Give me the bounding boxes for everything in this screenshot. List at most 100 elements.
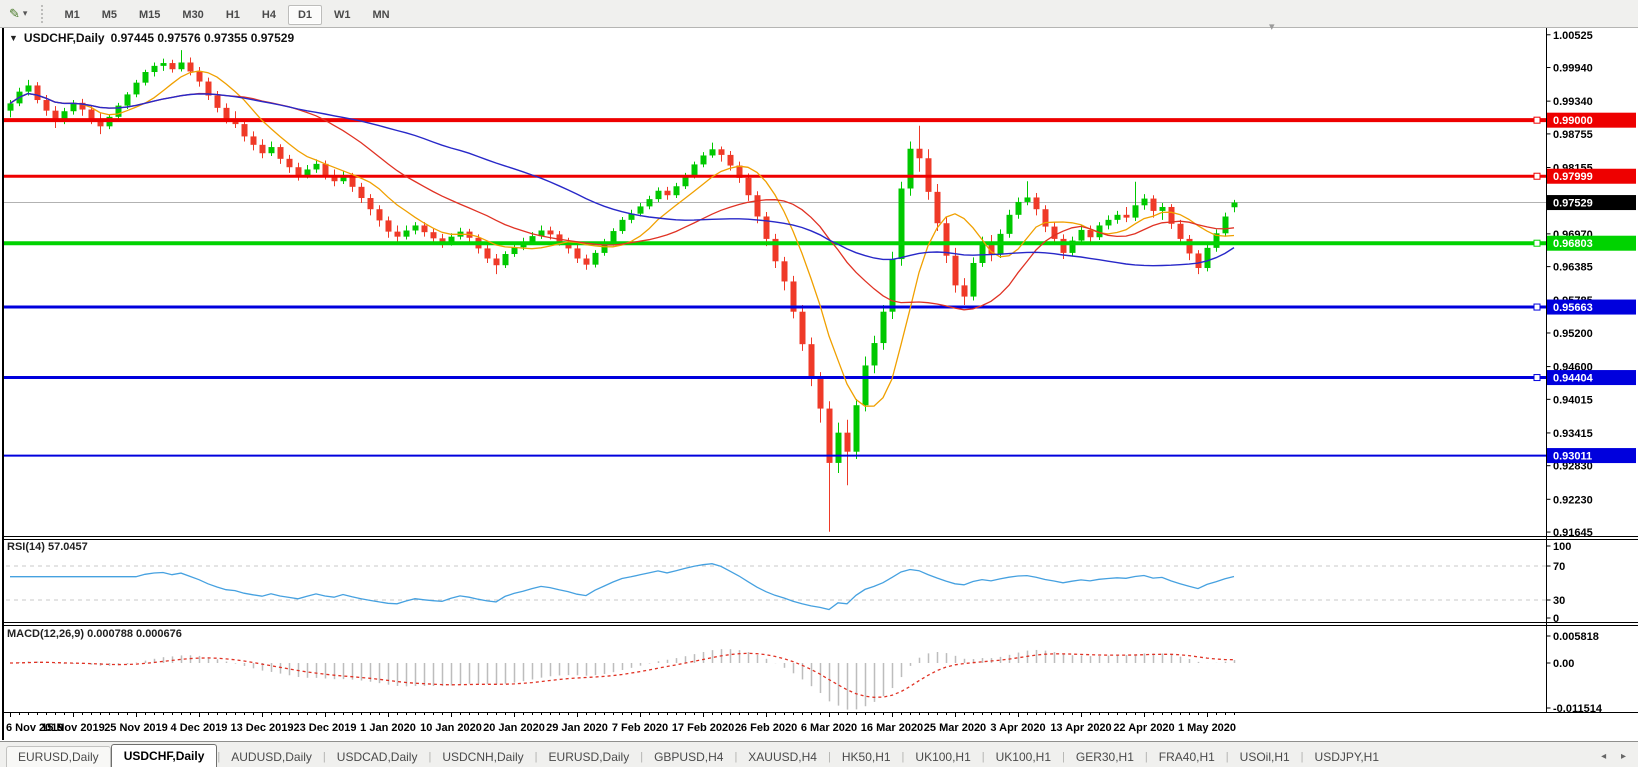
draw-tool-button[interactable]: ✎ ▾ <box>4 4 32 24</box>
chart-tabs: EURUSD,Daily USDCHF,Daily | AUDUSD,Daily | US… <box>0 744 1390 767</box>
level-price-box[interactable] <box>1547 112 1636 128</box>
timeframe-button-m5[interactable]: M5 <box>101 8 117 21</box>
timeframe-button-m1[interactable]: M1 <box>64 8 80 21</box>
ma-slow-line <box>9 92 1235 267</box>
chart-tab-usdcad-daily[interactable]: USDCAD,Daily <box>336 750 418 764</box>
chart-tab-uk100-h1[interactable]: UK100,H1 <box>915 750 971 764</box>
chart-tab-ger30-h1[interactable]: GER30,H1 <box>1075 750 1134 764</box>
chart-symbol-label: USDCHF,Daily <box>23 31 105 45</box>
level-price-box[interactable] <box>1547 168 1636 184</box>
tab-separator: | <box>827 751 831 763</box>
macd-tick-label: 0.00 <box>1553 658 1574 670</box>
level-price-label: 0.97999 <box>1553 171 1593 183</box>
tab-separator: | <box>534 751 538 763</box>
date-label: 20 Jan 2020 <box>483 722 545 734</box>
date-label: 13 Apr 2020 <box>1050 722 1111 734</box>
tab-separator: | <box>1300 751 1304 763</box>
macd-signal-line <box>9 652 1235 698</box>
tab-separator: | <box>217 751 221 763</box>
timeframe-button-h4[interactable]: H4 <box>261 8 276 21</box>
date-label: 29 Jan 2020 <box>546 722 608 734</box>
date-label: 7 Feb 2020 <box>612 722 668 734</box>
tab-separator: | <box>322 751 326 763</box>
price-tick-label: 0.99940 <box>1553 63 1593 75</box>
timeframe-button-d1[interactable]: D1 <box>287 4 322 25</box>
macd-tick-label: -0.011514 <box>1553 703 1603 715</box>
date-label: 25 Nov 2019 <box>104 722 168 734</box>
timeframe-button-h1[interactable]: H1 <box>225 8 240 21</box>
date-label: 26 Feb 2020 <box>735 722 797 734</box>
level-line-marker[interactable] <box>1533 239 1541 247</box>
chart-tab-usdjpy-h1[interactable]: USDJPY,H1 <box>1314 750 1380 764</box>
level-price-box[interactable] <box>1547 448 1636 464</box>
current-price-box <box>1547 195 1636 211</box>
date-label: 6 Mar 2020 <box>801 722 857 734</box>
level-line-marker[interactable] <box>1533 374 1541 382</box>
chart-tab-fra40-h1[interactable]: FRA40,H1 <box>1158 750 1215 764</box>
rsi-tick-label: 0 <box>1553 613 1559 625</box>
timeframe-button-mn[interactable]: MN <box>372 8 390 21</box>
chart-tab-usoil-h1[interactable]: USOil,H1 <box>1239 750 1290 764</box>
level-price-box[interactable] <box>1547 370 1636 386</box>
current-price-label: 0.97529 <box>1553 198 1593 210</box>
level-price-box[interactable] <box>1547 299 1636 315</box>
date-label: 16 Mar 2020 <box>861 722 923 734</box>
rsi-indicator-label: RSI(14) 57.0457 <box>7 541 88 553</box>
tab-separator: | <box>428 751 432 763</box>
chart-tab-usdcnh-daily[interactable]: USDCNH,Daily <box>442 750 524 764</box>
chart-tab-eurusd-daily[interactable]: EURUSD,Daily <box>548 750 630 764</box>
level-line-marker[interactable] <box>1533 172 1541 180</box>
date-label: 1 May 2020 <box>1178 722 1236 734</box>
scroll-position-icon[interactable]: ▾ <box>1269 21 1275 33</box>
level-price-label: 0.95663 <box>1553 302 1593 314</box>
rsi-tick-label: 30 <box>1553 595 1565 607</box>
chart-ohlc-values: 0.97445 0.97576 0.97355 0.97529 <box>110 31 295 45</box>
level-price-box[interactable] <box>1547 235 1636 251</box>
tab-scroll-arrows[interactable]: ◂ ▸ <box>1601 751 1632 762</box>
tab-separator: | <box>640 751 644 763</box>
level-line-marker[interactable] <box>1533 116 1541 124</box>
ma-fast-line <box>9 70 1235 407</box>
tab-separator: | <box>1225 751 1229 763</box>
tab-separator: | <box>901 751 905 763</box>
tab-separator: | <box>981 751 985 763</box>
price-tick-label: 0.94015 <box>1553 394 1593 406</box>
chevron-down-icon: ▾ <box>22 8 28 18</box>
price-tick-label: 0.91645 <box>1553 527 1593 539</box>
date-label: 6 Nov 2019 <box>6 722 63 734</box>
price-tick-label: 0.93415 <box>1553 428 1593 440</box>
chart-tabs-bar: EURUSD,Daily USDCHF,Daily | AUDUSD,Daily | US… <box>0 741 1638 767</box>
rsi-line <box>10 563 1235 611</box>
timeframe-buttons: M1 M5 M15 M30 H1 H4 D1 W1 MN <box>53 4 400 25</box>
macd-tick-label: 0.005818 <box>1553 631 1599 643</box>
price-tick-label: 0.99340 <box>1553 96 1593 108</box>
price-tick-label: 1.00525 <box>1553 30 1593 42</box>
tab-separator: | <box>1144 751 1148 763</box>
level-price-label: 0.93011 <box>1553 451 1592 463</box>
chart-tab-eurusd-daily[interactable]: EURUSD,Daily <box>6 746 111 767</box>
timeframe-toolbar: ✎ ▾ M1 M5 M15 M30 H1 H4 D1 W1 MN <box>0 0 1638 28</box>
chart-dropdown-icon[interactable]: ▼ <box>9 33 18 43</box>
chart-tab-hk50-h1[interactable]: HK50,H1 <box>841 750 891 764</box>
chart-tab-usdchf-daily[interactable]: USDCHF,Daily <box>110 744 218 767</box>
date-label: 15 Nov 2019 <box>41 722 105 734</box>
chart-tab-gbpusd-h4[interactable]: GBPUSD,H4 <box>654 750 724 764</box>
date-label: 1 Jan 2020 <box>360 722 416 734</box>
chart-title: ▼ USDCHF,Daily 0.97445 0.97576 0.97355 0… <box>9 31 294 45</box>
chart-tab-audusd-daily[interactable]: AUDUSD,Daily <box>231 750 312 764</box>
timeframe-button-m30[interactable]: M30 <box>182 8 204 21</box>
timeframe-button-w1[interactable]: W1 <box>334 8 351 21</box>
toolbar-grip[interactable] <box>40 4 48 23</box>
level-price-label: 0.99000 <box>1553 115 1593 127</box>
chart-canvas[interactable]: 1.005250.999400.993400.987550.981550.969… <box>0 0 1638 741</box>
price-tick-label: 0.92230 <box>1553 494 1593 506</box>
chart-tab-xauusd-h4[interactable]: XAUUSD,H4 <box>748 750 817 764</box>
tab-separator: | <box>1062 751 1065 763</box>
date-label: 23 Dec 2019 <box>294 722 357 734</box>
level-price-label: 0.94404 <box>1553 373 1594 385</box>
timeframe-button-m15[interactable]: M15 <box>139 8 161 21</box>
chart-tab-uk100-h1[interactable]: UK100,H1 <box>995 750 1052 764</box>
tab-separator: | <box>734 751 738 763</box>
level-line-marker[interactable] <box>1533 303 1541 311</box>
